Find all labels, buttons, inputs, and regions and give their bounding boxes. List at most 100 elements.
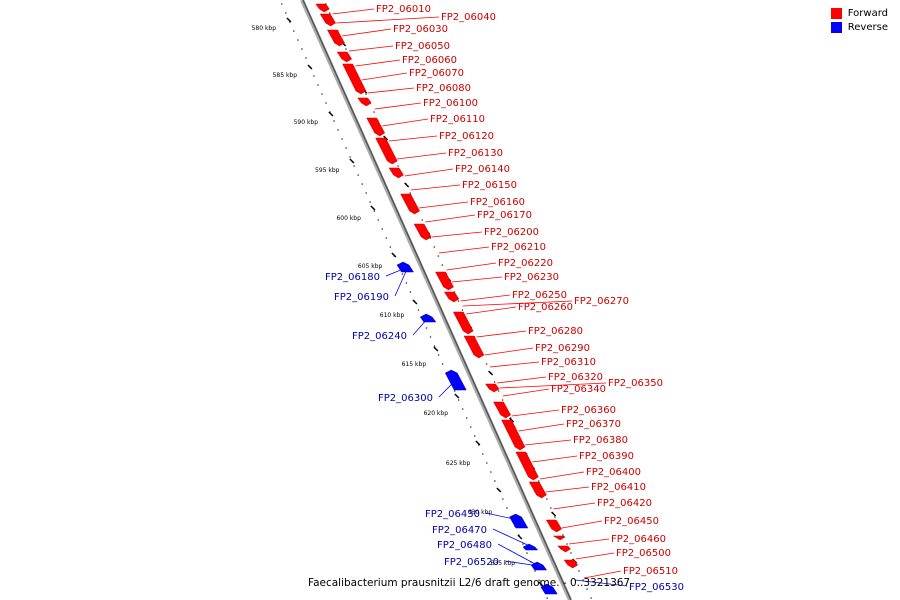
scale-dot (353, 165, 355, 167)
scale-dot (457, 399, 460, 401)
scale-dot (494, 480, 496, 482)
scale-dot (305, 57, 307, 59)
scale-dot (490, 471, 492, 473)
scale-dot (437, 354, 440, 356)
forward-gene-label: FP2_06100 (423, 98, 478, 109)
scale-dash (328, 111, 334, 117)
forward-gene-label: FP2_06150 (462, 180, 517, 191)
scale-dot (397, 165, 399, 167)
kbp-tick-label: 590 kbp (294, 119, 319, 126)
forward-gene-label: FP2_06250 (512, 290, 567, 301)
forward-gene-label: FP2_06360 (561, 405, 616, 416)
kbp-tick-label: 595 kbp (315, 167, 340, 174)
scale-dot (301, 48, 303, 50)
forward-gene-label: FP2_06340 (551, 384, 606, 395)
scale-dot (473, 435, 476, 437)
forward-leader-line (518, 423, 565, 432)
forward-gene-block (319, 13, 336, 27)
reverse-leader-line (485, 512, 519, 521)
forward-leader-line (460, 294, 511, 302)
forward-leader-line (561, 520, 603, 529)
genome-axis (302, 0, 572, 600)
scale-dot (361, 183, 363, 185)
forward-leader-line (476, 330, 527, 338)
scale-dot (433, 345, 436, 347)
scale-dash (391, 252, 397, 258)
forward-gene-block (366, 117, 386, 137)
forward-swatch (830, 8, 842, 19)
forward-gene-block (515, 451, 539, 481)
forward-leader-line (568, 538, 610, 545)
genome-axis-shadow (300, 0, 572, 600)
reverse-gene-label: FP2_06520 (444, 557, 499, 568)
scale-dot (465, 417, 468, 419)
forward-gene-block (501, 419, 526, 451)
kbp-tick-label: 635 kbp (491, 560, 516, 567)
legend-reverse-label: Reverse (847, 22, 888, 33)
reverse-leader-line (394, 269, 407, 297)
forward-leader-line (418, 201, 469, 209)
scale-dash (551, 511, 557, 517)
forward-gene-label: FP2_06060 (402, 55, 457, 66)
forward-gene-block (400, 193, 420, 215)
forward-leader-line (374, 102, 422, 110)
forward-leader-line (348, 45, 394, 52)
scale-dot (313, 75, 315, 77)
kbp-tick-label: 610 kbp (380, 312, 405, 319)
scale-dot (502, 498, 504, 500)
forward-gene-label: FP2_06450 (604, 516, 659, 527)
kbp-tick-label: 600 kbp (336, 215, 361, 222)
scale-dot (453, 390, 456, 392)
forward-gene-block (485, 383, 500, 393)
forward-leader-line (332, 8, 375, 15)
scale-dash (404, 182, 410, 188)
scale-dot (554, 516, 556, 518)
scale-dot (333, 120, 335, 122)
forward-gene-label: FP2_06140 (455, 164, 510, 175)
scale-dot (421, 219, 424, 221)
scale-dot (365, 93, 367, 95)
scale-dot (293, 30, 295, 32)
forward-gene-label: FP2_06370 (566, 419, 621, 430)
forward-gene-block (463, 335, 485, 359)
forward-gene-label: FP2_06310 (541, 357, 596, 368)
scale-dot (538, 480, 540, 482)
scale-dot (481, 453, 484, 455)
forward-gene-label: FP2_06510 (623, 566, 678, 577)
scale-dot (578, 570, 580, 572)
forward-leader-line (367, 87, 415, 94)
scale-dot (461, 408, 464, 410)
reverse-leader-line (497, 543, 540, 567)
forward-gene-block (413, 223, 432, 241)
forward-leader-line (511, 409, 560, 417)
scale-dot (522, 543, 524, 545)
forward-leader-line (553, 502, 596, 510)
reverse-gene-label: FP2_06480 (437, 540, 492, 551)
forward-leader-line (410, 184, 461, 191)
forward-gene-label: FP2_06410 (591, 482, 646, 493)
scale-dot (280, 3, 283, 5)
reverse-gene-label: FP2_06190 (334, 292, 389, 303)
reverse-gene-label: FP2_06240 (352, 331, 407, 342)
forward-gene-label: FP2_06050 (395, 41, 450, 52)
forward-leader-line (404, 168, 454, 177)
scale-dot (538, 579, 540, 581)
reverse-leader-line (385, 267, 406, 277)
forward-gene-label: FP2_06500 (616, 548, 671, 559)
scale-dot (405, 282, 408, 284)
scale-dot (285, 12, 287, 14)
forward-leader-line (336, 16, 440, 24)
kbp-tick-label: 605 kbp (358, 263, 383, 270)
forward-gene-label: FP2_06380 (573, 435, 628, 446)
forward-gene-block (552, 535, 566, 541)
forward-gene-label: FP2_06320 (548, 372, 603, 383)
scale-dot (417, 309, 420, 311)
forward-gene-block (545, 519, 562, 533)
forward-gene-block (563, 559, 579, 569)
scale-dash (454, 393, 460, 399)
scale-dot (534, 570, 536, 572)
scale-dash (307, 64, 313, 70)
scale-dot (486, 462, 488, 464)
legend-forward-label: Forward (847, 8, 888, 19)
